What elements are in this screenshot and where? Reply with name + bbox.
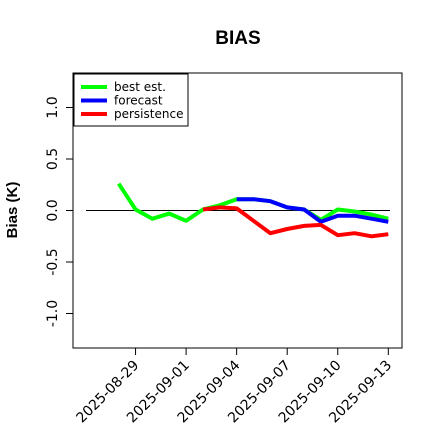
y-axis: -1.0 -0.5 0.0 0.5 1.0 [45, 96, 73, 327]
series-line [236, 197, 389, 224]
y-tick-label: -0.5 [45, 248, 61, 275]
x-axis: 2025-08-292025-09-012025-09-042025-09-07… [74, 348, 395, 426]
y-tick-label: 0.0 [45, 199, 61, 221]
legend-label: forecast [114, 94, 163, 108]
series-line [202, 205, 389, 239]
y-tick-label: 1.0 [45, 96, 61, 118]
y-tick-label: -1.0 [45, 300, 61, 327]
legend-label: best est. [114, 80, 166, 94]
legend-label: persistence [114, 107, 183, 121]
y-axis-label: Bias (K) [4, 182, 21, 239]
chart-title: BIAS [215, 28, 260, 49]
y-tick-label: 0.5 [45, 148, 61, 170]
series-layer [117, 182, 389, 239]
